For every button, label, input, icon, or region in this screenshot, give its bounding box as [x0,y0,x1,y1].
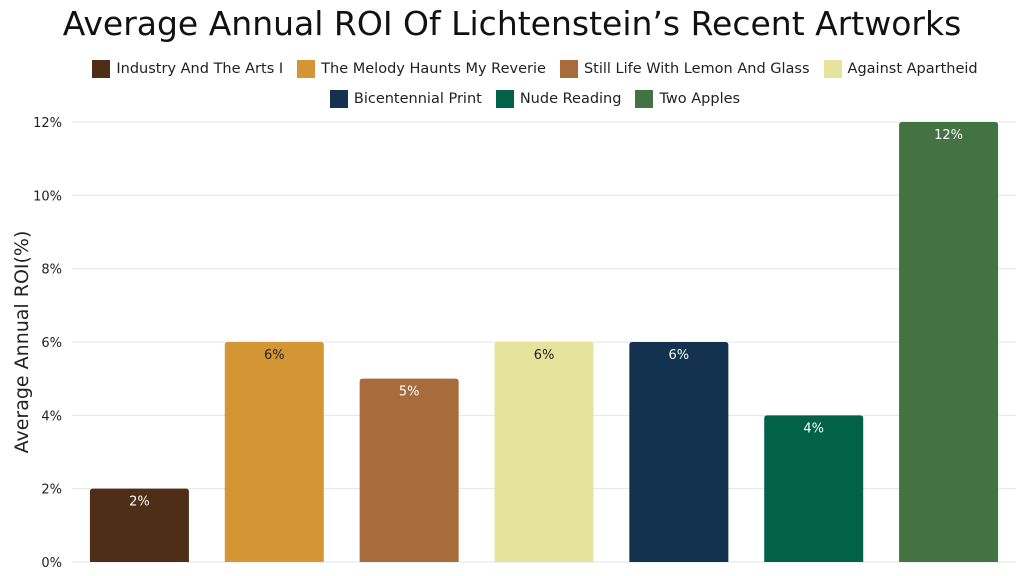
legend-label: The Melody Haunts My Reverie [321,61,546,77]
legend-label: Bicentennial Print [353,91,482,107]
legend-swatch [329,90,348,108]
data-label: 6% [669,348,690,363]
legend-label: Against Apartheid [847,61,978,77]
legend-label: Two Apples [659,91,741,107]
data-label: 2% [129,495,150,510]
legend-label: Industry And The Arts I [116,61,284,77]
legend-item: Still Life With Lemon And Glass [559,60,810,78]
legend-swatch [635,90,654,108]
legend-swatch [559,60,578,78]
y-tick-label: 2% [41,483,62,498]
data-label: 6% [264,348,285,363]
legend: Industry And The Arts I The Melody Haunt… [40,56,1024,116]
legend-item: Industry And The Arts I [92,60,283,78]
legend-swatch [92,60,111,78]
legend-item: Nude Reading [495,90,622,108]
bar [494,342,594,562]
legend-item: Against Apartheid [823,60,978,78]
y-tick-label: 0% [41,556,62,571]
data-label: 5% [399,385,420,400]
y-tick-label: 12% [33,116,62,131]
data-label: 6% [534,348,555,363]
legend-item: Bicentennial Print [329,90,482,108]
legend-row-1: Industry And The Arts I The Melody Haunt… [40,56,1024,82]
legend-item: Two Apples [635,90,740,108]
data-label: 12% [934,128,963,143]
bar [359,378,459,562]
legend-swatch [495,90,514,108]
legend-swatch [297,60,316,78]
legend-label: Nude Reading [519,91,622,107]
y-tick-label: 8% [41,263,62,278]
bar [224,342,324,562]
legend-label: Still Life With Lemon And Glass [583,61,810,77]
bar [629,342,729,562]
legend-item: The Melody Haunts My Reverie [297,60,546,78]
y-tick-label: 4% [41,409,62,424]
legend-row-2: Bicentennial Print Nude Reading Two Appl… [40,86,1024,112]
chart-title: Average Annual ROI Of Lichtenstein’s Rec… [62,4,962,43]
data-label: 4% [803,421,824,436]
legend-swatch [823,60,842,78]
bar [764,415,864,562]
y-tick-label: 10% [33,189,62,204]
bar [89,488,189,562]
bar [899,122,999,562]
y-tick-label: 6% [41,336,62,351]
